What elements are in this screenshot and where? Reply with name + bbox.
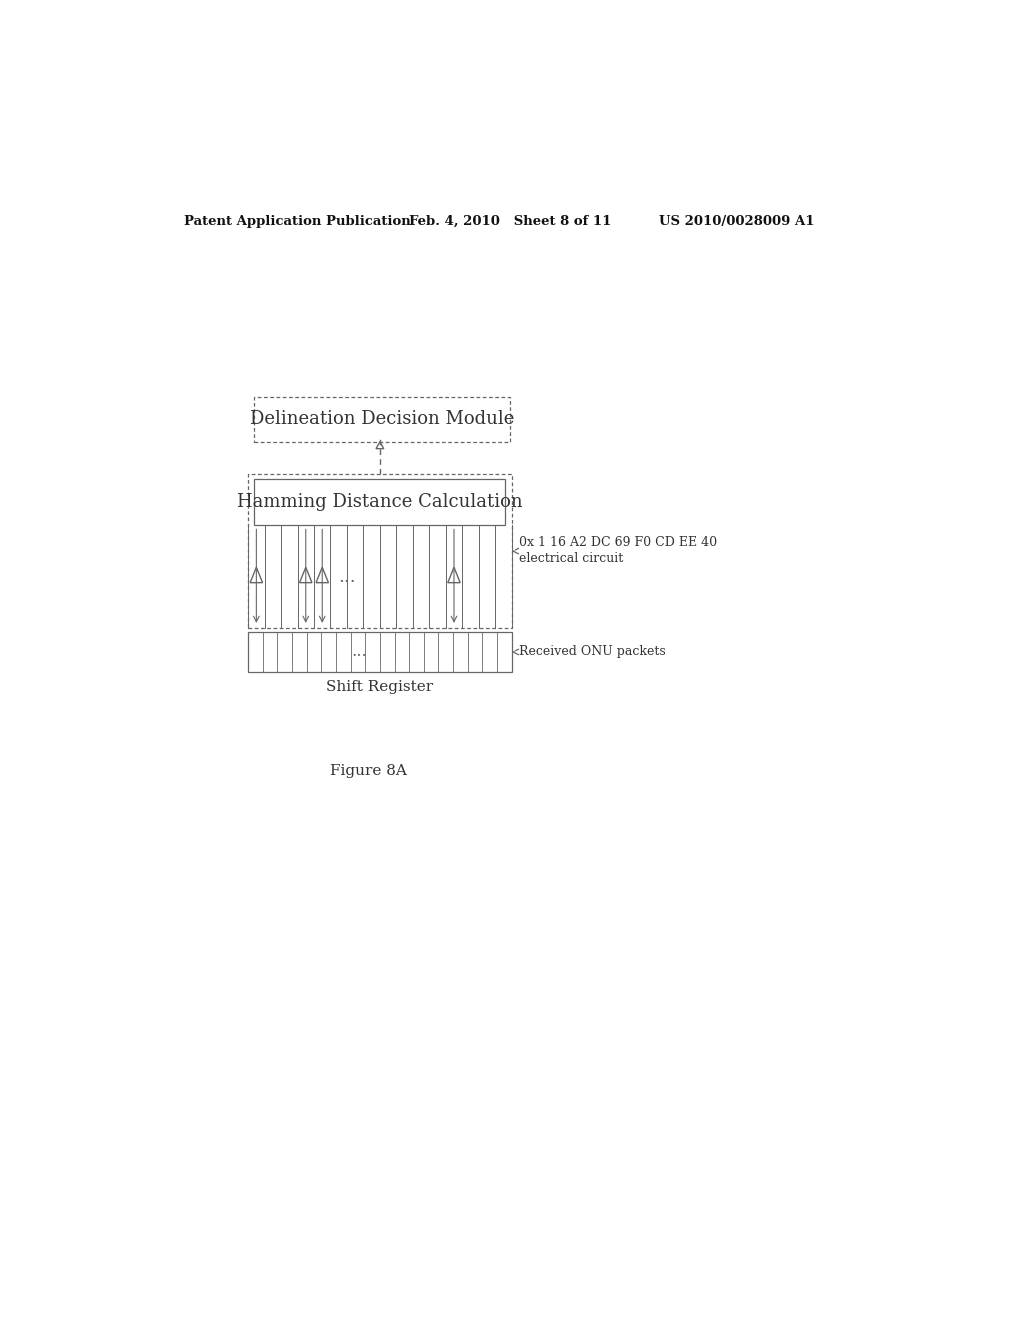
Text: 0x 1 16 A2 DC 69 F0 CD EE 40: 0x 1 16 A2 DC 69 F0 CD EE 40 bbox=[519, 536, 718, 549]
Text: Delineation Decision Module: Delineation Decision Module bbox=[250, 411, 514, 429]
Bar bbox=[254, 479, 506, 525]
Text: Patent Application Publication: Patent Application Publication bbox=[183, 215, 411, 228]
Text: Feb. 4, 2010   Sheet 8 of 11: Feb. 4, 2010 Sheet 8 of 11 bbox=[409, 215, 611, 228]
Text: electrical circuit: electrical circuit bbox=[519, 552, 624, 565]
Text: Shift Register: Shift Register bbox=[327, 680, 433, 694]
Text: ...: ... bbox=[338, 568, 355, 586]
Bar bbox=[248, 474, 512, 628]
Bar bbox=[254, 397, 510, 442]
Text: Received ONU packets: Received ONU packets bbox=[519, 645, 667, 659]
Text: Figure 8A: Figure 8A bbox=[330, 763, 407, 777]
Text: US 2010/0028009 A1: US 2010/0028009 A1 bbox=[658, 215, 814, 228]
Text: Hamming Distance Calculation: Hamming Distance Calculation bbox=[238, 492, 522, 511]
Text: ...: ... bbox=[351, 643, 367, 660]
Bar bbox=[248, 632, 512, 672]
